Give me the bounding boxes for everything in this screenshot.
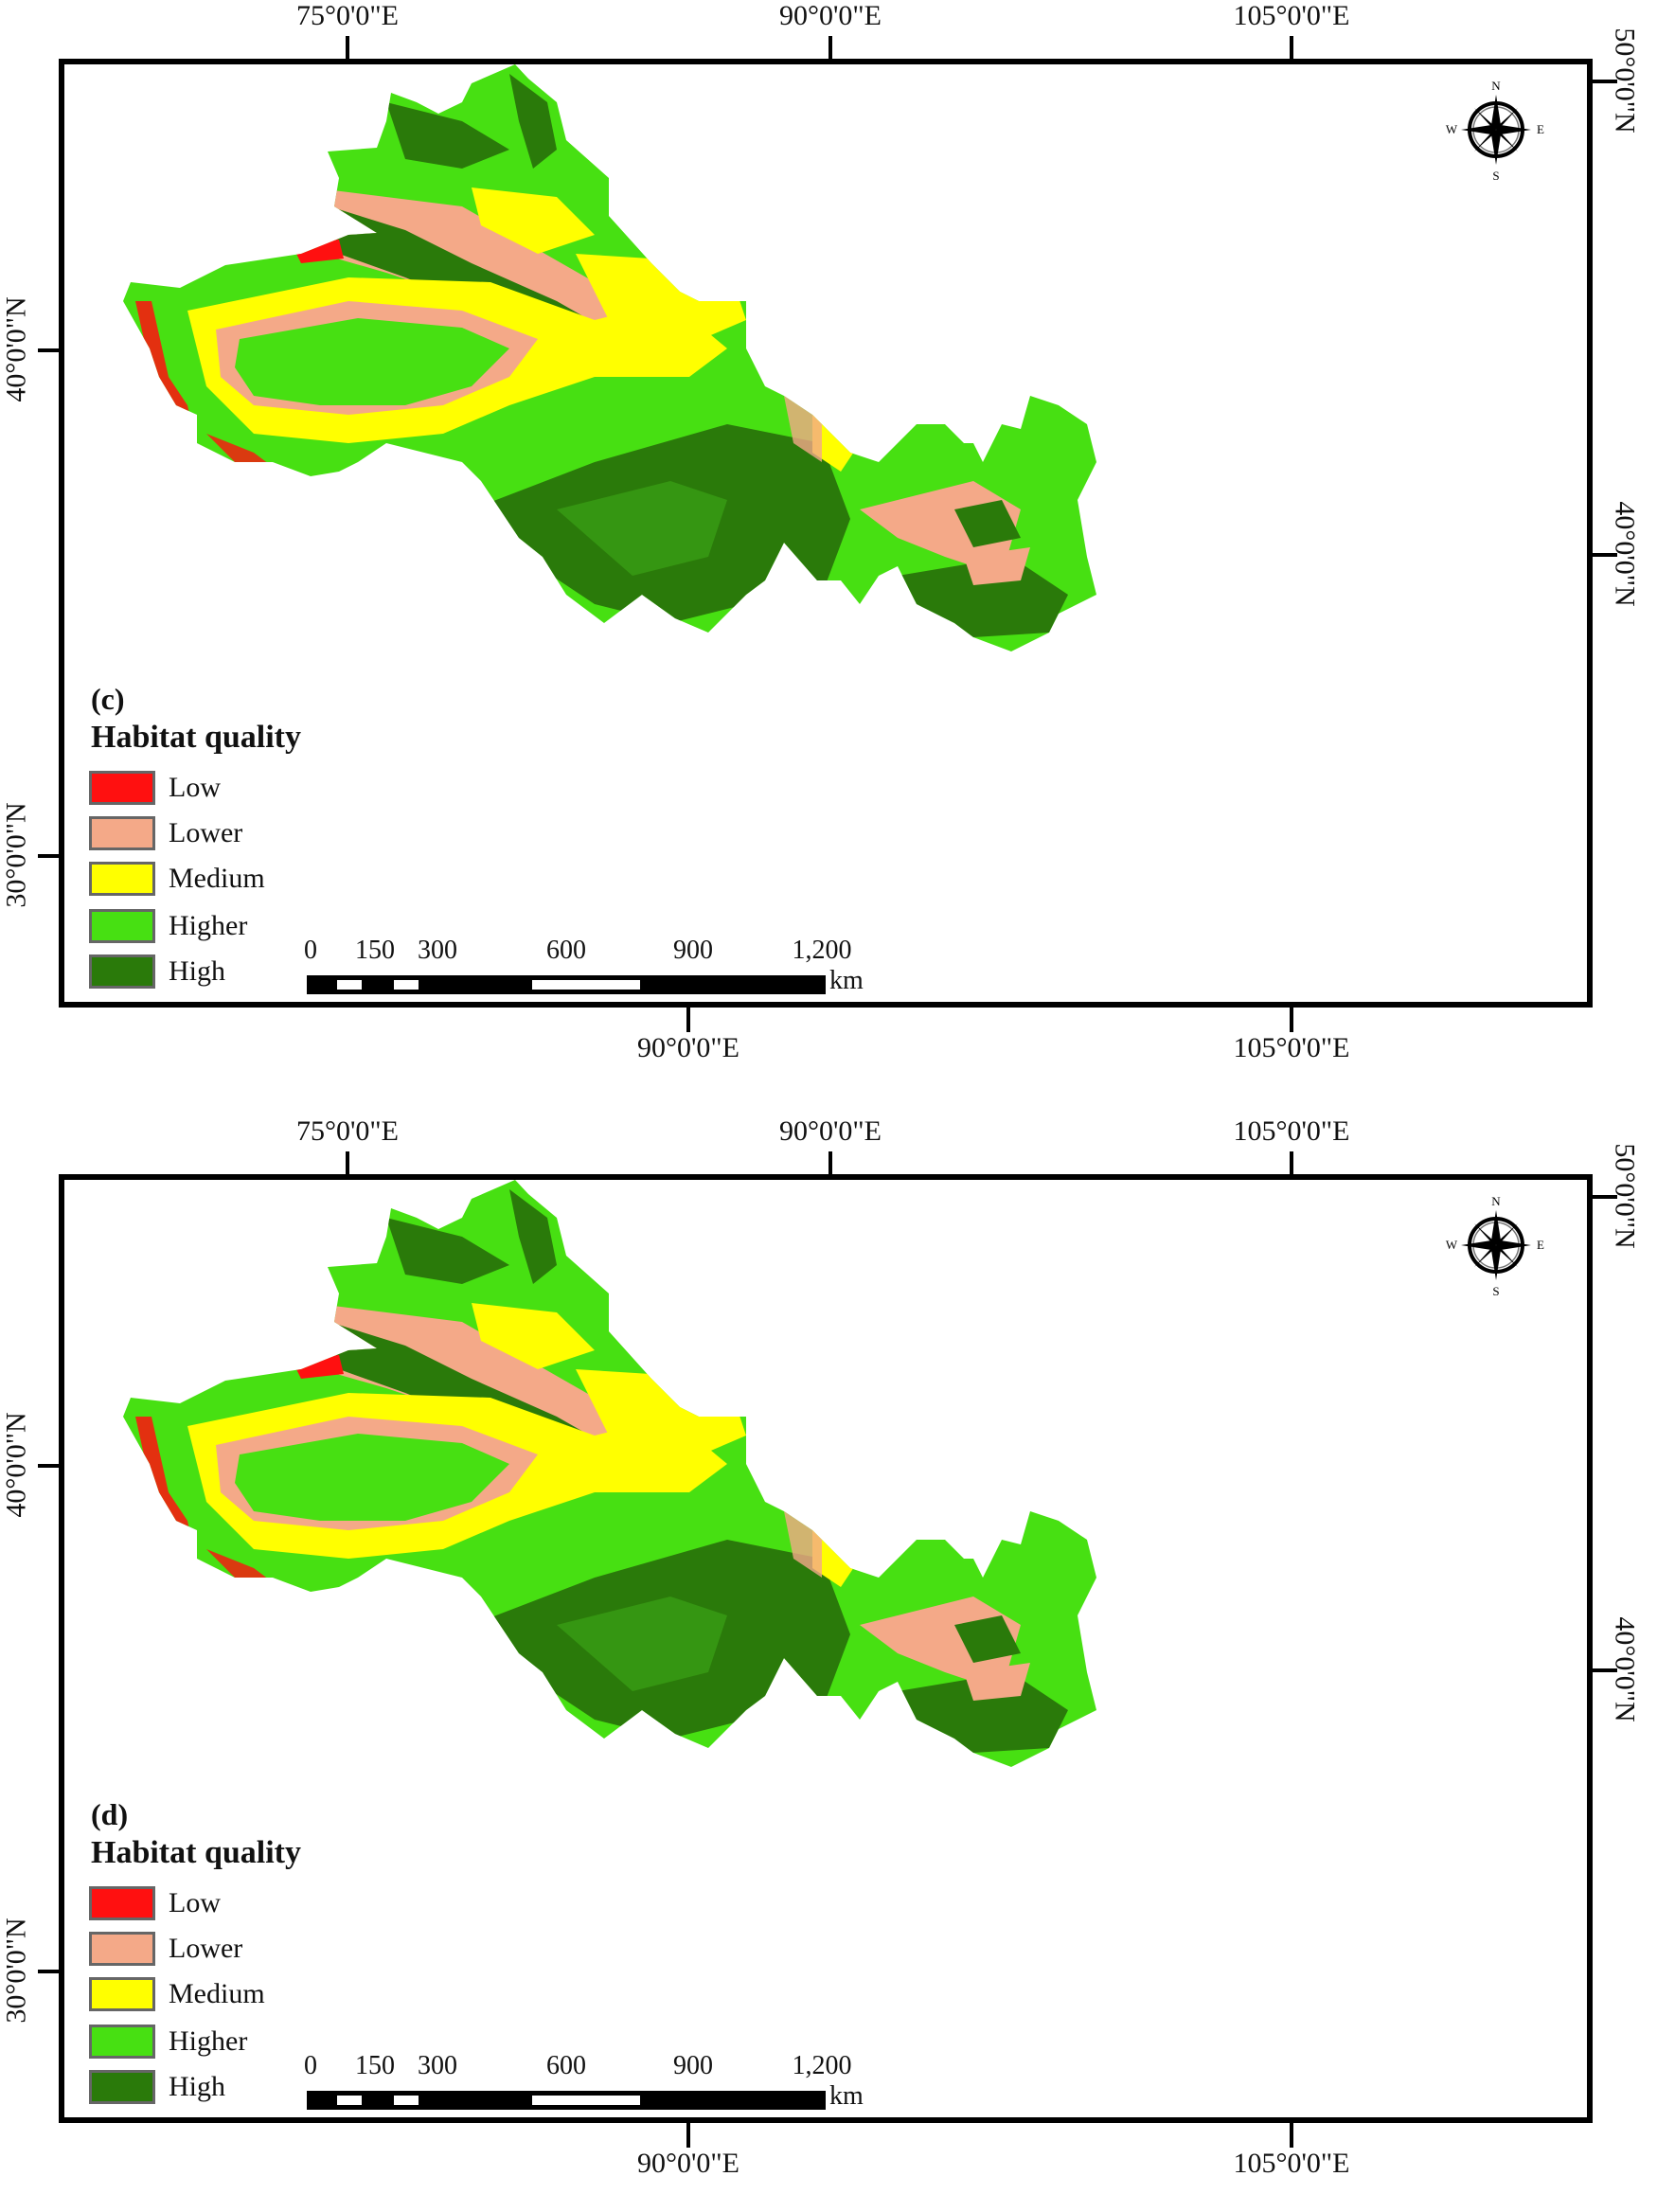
graticule-tick: [1593, 553, 1617, 557]
graticule-tick: [38, 348, 62, 352]
svg-text:S: S: [1492, 1284, 1499, 1297]
legend-item-low: Low: [89, 769, 221, 807]
scale-unit: km: [829, 966, 864, 995]
legend-title: Habitat quality: [91, 1835, 301, 1870]
scale-label: 900: [673, 936, 713, 965]
north-arrow-icon: N S W E: [1446, 1194, 1544, 1297]
legend-swatch: [89, 771, 155, 805]
legend-item-high: High: [89, 953, 225, 990]
lon-label-top: 105°0'0"E: [1233, 1115, 1350, 1147]
graticule-tick: [1290, 2123, 1293, 2148]
svg-text:S: S: [1492, 169, 1499, 182]
legend-swatch: [89, 1932, 155, 1966]
graticule-tick: [686, 1008, 690, 1032]
lon-label-top: 105°0'0"E: [1233, 0, 1350, 31]
svg-text:W: W: [1446, 122, 1458, 136]
lon-label-top: 75°0'0"E: [296, 0, 399, 31]
lat-label-left: 30°0'0"N: [0, 802, 32, 908]
legend-item-medium: Medium: [89, 1975, 265, 2013]
panel-tag: (c): [91, 682, 125, 716]
legend-title: Habitat quality: [91, 720, 301, 755]
graticule-tick: [346, 1151, 349, 1176]
scale-label: 150: [355, 936, 395, 965]
legend-swatch: [89, 909, 155, 943]
legend-item-low: Low: [89, 1884, 221, 1922]
map-panel-c: 75°0'0"E 90°0'0"E 105°0'0"E 90°0'0"E 105…: [0, 0, 1657, 1097]
scale-label: 0: [304, 936, 317, 965]
panel-tag: (d): [91, 1797, 129, 1831]
graticule-tick: [1290, 1008, 1293, 1032]
svg-text:E: E: [1537, 1238, 1544, 1252]
scale-label: 1,200: [792, 2051, 852, 2080]
graticule-tick: [38, 1464, 62, 1468]
svg-text:N: N: [1491, 79, 1501, 93]
scale-label: 0: [304, 2051, 317, 2080]
legend-swatch: [89, 2025, 155, 2059]
lon-label-top: 90°0'0"E: [779, 0, 882, 31]
lat-label-right: 40°0'0"N: [1609, 1616, 1641, 1722]
lon-label-bottom: 105°0'0"E: [1233, 2148, 1350, 2179]
lat-label-right: 50°0'0"N: [1609, 27, 1641, 134]
graticule-tick: [828, 36, 832, 61]
graticule-tick: [346, 36, 349, 61]
habitat-quality-map: [123, 1180, 1096, 1767]
lat-label-right: 40°0'0"N: [1609, 501, 1641, 607]
svg-text:W: W: [1446, 1238, 1458, 1252]
habitat-quality-map: [123, 64, 1096, 651]
north-arrow-icon: N S W E: [1446, 79, 1544, 182]
graticule-tick: [686, 2123, 690, 2148]
svg-text:E: E: [1537, 122, 1544, 136]
svg-text:N: N: [1491, 1194, 1501, 1208]
legend-swatch: [89, 1886, 155, 1920]
graticule-tick: [38, 854, 62, 858]
lat-label-left: 40°0'0"N: [0, 1412, 32, 1518]
lon-label-bottom: 90°0'0"E: [637, 1032, 739, 1063]
legend-item-higher: Higher: [89, 2023, 247, 2060]
scale-label: 300: [418, 2051, 457, 2080]
scale-label: 150: [355, 2051, 395, 2080]
scale-label: 300: [418, 936, 457, 965]
lon-label-bottom: 90°0'0"E: [637, 2148, 739, 2179]
legend-item-lower: Lower: [89, 814, 242, 852]
scale-label: 900: [673, 2051, 713, 2080]
scale-unit: km: [829, 2081, 864, 2111]
legend-item-lower: Lower: [89, 1930, 242, 1968]
graticule-tick: [828, 1151, 832, 1176]
graticule-tick: [1290, 36, 1293, 61]
graticule-tick: [1290, 1151, 1293, 1176]
legend-swatch: [89, 2070, 155, 2104]
graticule-tick: [38, 1970, 62, 1973]
legend-swatch: [89, 1977, 155, 2011]
lat-label-left: 40°0'0"N: [0, 296, 32, 402]
graticule-tick: [1593, 1195, 1617, 1199]
legend-swatch: [89, 954, 155, 989]
scale-bar: [307, 975, 826, 994]
legend-item-high: High: [89, 2068, 225, 2106]
scale-label: 600: [546, 936, 586, 965]
graticule-tick: [1593, 80, 1617, 83]
lat-label-left: 30°0'0"N: [0, 1918, 32, 2024]
legend-item-medium: Medium: [89, 860, 265, 898]
legend-swatch: [89, 862, 155, 896]
legend-swatch: [89, 816, 155, 850]
lon-label-bottom: 105°0'0"E: [1233, 1032, 1350, 1063]
graticule-tick: [1593, 1668, 1617, 1672]
legend-item-higher: Higher: [89, 907, 247, 945]
lon-label-top: 75°0'0"E: [296, 1115, 399, 1147]
scale-label: 600: [546, 2051, 586, 2080]
scale-label: 1,200: [792, 936, 852, 965]
lon-label-top: 90°0'0"E: [779, 1115, 882, 1147]
lat-label-right: 50°0'0"N: [1609, 1143, 1641, 1249]
scale-bar: [307, 2091, 826, 2110]
map-panel-d: 75°0'0"E 90°0'0"E 105°0'0"E 90°0'0"E 105…: [0, 1115, 1657, 2212]
